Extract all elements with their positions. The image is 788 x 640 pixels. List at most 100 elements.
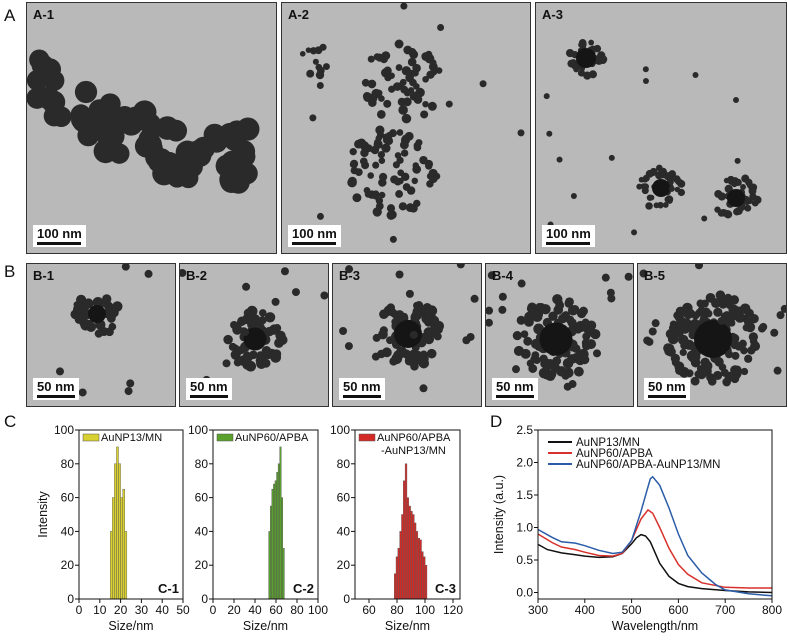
nanoparticle (409, 330, 418, 339)
nanoparticle (402, 183, 411, 191)
nanoparticle (427, 101, 437, 111)
scale-bar: 100 nm (288, 225, 341, 247)
nanoparticle (384, 136, 394, 146)
panel-sublabel: C-2 (293, 581, 314, 596)
x-tick-label: 60 (269, 603, 283, 617)
nanoparticle (407, 57, 417, 67)
histogram-bar (410, 510, 413, 600)
nanoparticle (236, 117, 260, 141)
nanoparticle (739, 303, 751, 315)
nanoparticle (517, 279, 526, 288)
nanoparticle (364, 144, 373, 153)
nanoparticle (140, 137, 163, 160)
nanoparticle (527, 302, 537, 313)
histogram-bar (417, 537, 420, 600)
nanoparticle (234, 146, 256, 167)
nanoparticle (734, 178, 742, 187)
y-tick-label: 40 (337, 524, 351, 538)
nanoparticle (607, 294, 616, 303)
histogram-bar (118, 463, 121, 600)
x-tick-label: 300 (528, 603, 548, 617)
nanoparticle (433, 332, 442, 341)
nanoparticle (371, 352, 380, 361)
histogram-bar (282, 548, 285, 600)
nanoparticle (339, 327, 348, 336)
plot-frame (354, 429, 461, 600)
nanoparticle (315, 70, 325, 80)
x-tick-label: 700 (715, 603, 735, 617)
histogram-bar (415, 531, 419, 600)
nanoparticle (560, 311, 571, 321)
legend-label: AuNP13/MN (576, 437, 640, 449)
nanoparticle (642, 66, 649, 73)
nanoparticle (375, 125, 385, 135)
nanoparticle (523, 336, 533, 346)
nanoparticle (545, 371, 556, 382)
nanoparticle (665, 329, 676, 339)
legend-label: AuNP60/APBA-AuNP13/MN (576, 459, 720, 471)
scale-bar: 50 nm (186, 378, 232, 400)
chart-c-2: AuNP60/APBA C-2 0 20 40 60 80 100 0 20 40 60 80 100 Si… (188, 423, 328, 633)
scale-bar: 50 nm (644, 378, 690, 400)
nanoparticle (73, 301, 81, 309)
nanoparticle (652, 179, 670, 197)
x-tick-label: 30 (135, 603, 149, 617)
nanoparticle (757, 324, 766, 333)
nanoparticle (750, 341, 761, 352)
nanoparticle (394, 39, 404, 49)
scale-bar-line (190, 395, 228, 398)
chart-c-3: AuNP60/APBA-AuNP13/MN C-3 60 80 100 120 0 20 40 6… (330, 423, 463, 633)
nanoparticle (744, 204, 752, 212)
nanoparticle (456, 264, 465, 269)
nanoparticle (367, 172, 375, 179)
nanoparticle (727, 371, 736, 380)
nanoparticle (725, 350, 734, 359)
nanoparticle (409, 50, 419, 59)
nanoparticle (259, 309, 267, 317)
scale-bar-label: 100 nm (292, 226, 337, 241)
scale-bar: 50 nm (492, 378, 538, 400)
histogram-bar (109, 531, 113, 600)
x-tick-label: 100 (415, 603, 435, 617)
nanoparticle (383, 99, 392, 108)
y-tick-label: 20 (337, 558, 351, 572)
nanoparticle (102, 294, 112, 304)
nanoparticle (413, 95, 423, 104)
nanoparticle (309, 114, 317, 122)
nanoparticle (264, 312, 276, 323)
nanoparticle (270, 351, 282, 363)
nanoparticle (696, 368, 707, 380)
histogram-bar (277, 463, 280, 600)
nanoparticle (780, 304, 786, 313)
nanoparticle (413, 141, 421, 149)
nanoparticle (690, 376, 700, 386)
nanoparticle (539, 354, 548, 363)
nanoparticle (556, 156, 563, 163)
nanoparticle (723, 210, 733, 219)
nanoparticle (606, 288, 615, 297)
nanoparticle (316, 82, 324, 90)
histogram-bar (414, 522, 417, 600)
y-tick-label: 40 (195, 524, 209, 538)
nanoparticle (401, 66, 412, 76)
scale-bar-label: 50 nm (37, 379, 75, 394)
nanoparticle (386, 336, 394, 345)
nanoparticle (126, 379, 135, 388)
nanoparticle (85, 321, 97, 333)
nanoparticle (423, 334, 435, 345)
nanoparticle (608, 154, 615, 161)
histogram-bar (276, 472, 279, 600)
nanoparticle (378, 191, 386, 199)
nanoparticle (711, 298, 721, 309)
nanoparticle (372, 161, 380, 169)
nanoparticle (389, 235, 397, 243)
nanoparticle (638, 176, 645, 183)
nanoparticle (694, 320, 732, 358)
nanoparticle (305, 47, 312, 53)
nanoparticle (396, 156, 404, 164)
scale-bar-label: 100 nm (37, 226, 82, 241)
nanoparticle (740, 184, 747, 190)
nanoparticle (568, 380, 577, 389)
nanoparticle (688, 354, 697, 363)
scale-bar: 50 nm (33, 378, 79, 400)
